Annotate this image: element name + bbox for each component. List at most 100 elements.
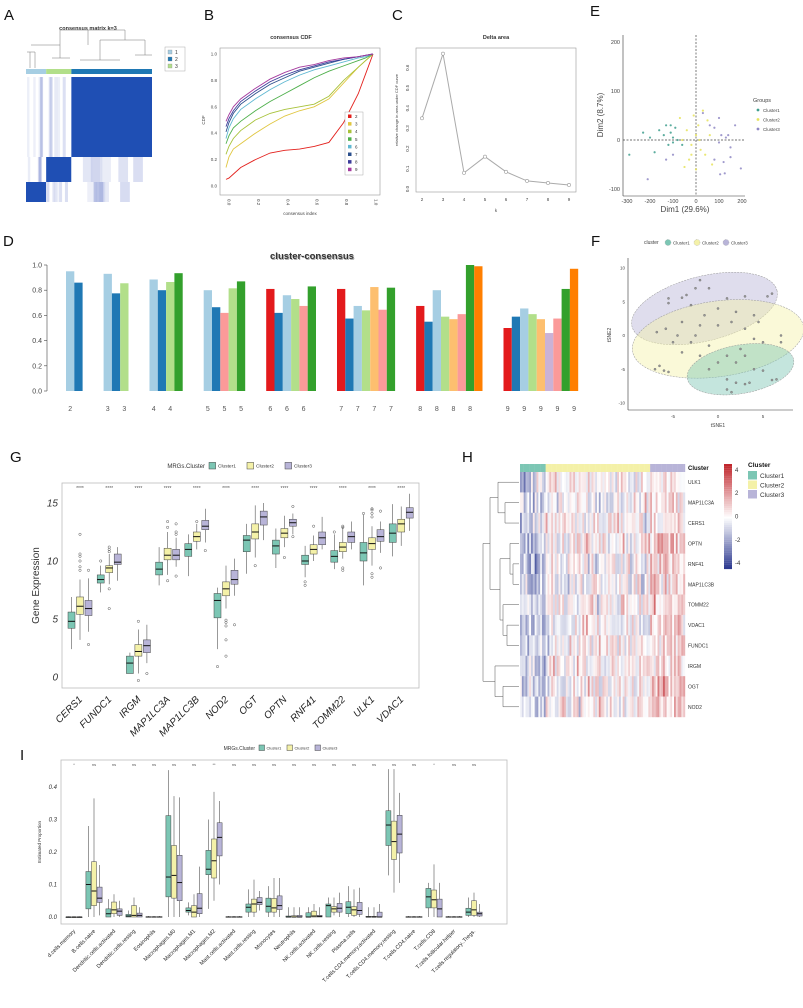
delta-area-point xyxy=(504,169,508,174)
bar-k7-cluster2 xyxy=(345,318,354,391)
heatmap-cell xyxy=(617,594,620,616)
heatmap-cell xyxy=(681,655,684,677)
heatmap-cell xyxy=(648,635,651,656)
heatmap-cell xyxy=(567,492,570,514)
heatmap-cell xyxy=(586,594,589,616)
x-tick-label: 4 xyxy=(463,197,466,202)
chart-title: consensus CDF xyxy=(270,35,312,41)
significance-label: **** xyxy=(222,486,230,492)
heatmap-cell xyxy=(521,594,524,616)
heatmap-cell xyxy=(600,472,603,493)
heatmap-cell xyxy=(571,635,574,656)
panel-label-h: H xyxy=(462,449,473,466)
heatmap-cell xyxy=(631,533,634,554)
heatmap-cell xyxy=(613,472,616,493)
row-label: FUNDC1 xyxy=(688,644,708,650)
heatmap-cell xyxy=(598,533,601,554)
x-tick-label: 5 xyxy=(222,406,226,413)
box-cluster3 xyxy=(376,529,385,542)
heatmap-cell xyxy=(679,472,682,493)
heatmap-cell xyxy=(527,676,530,697)
box-cluster2 xyxy=(76,596,84,615)
heatmap-cell xyxy=(670,655,673,677)
heatmap-cell xyxy=(573,635,576,656)
consensus-stripe xyxy=(38,157,42,182)
heatmap-cell xyxy=(622,574,625,595)
point-cluster2 xyxy=(676,334,679,337)
heatmap-cell xyxy=(628,655,631,677)
panel-label-g: G xyxy=(10,449,22,466)
cluster-annotation-cell xyxy=(589,464,592,472)
point-cluster2 xyxy=(779,340,783,344)
heatmap-cell xyxy=(633,676,636,697)
cluster-annotation-cell xyxy=(560,464,563,472)
heatmap-cell xyxy=(580,574,583,595)
colorbar-segment xyxy=(724,508,732,511)
heatmap-cell xyxy=(558,472,561,493)
heatmap-cell xyxy=(641,676,644,697)
heatmap-cell xyxy=(628,696,631,718)
heatmap-cell xyxy=(617,574,620,595)
heatmap-cell xyxy=(567,655,570,677)
significance-label: ns xyxy=(112,762,116,767)
y-tick-label: 0 xyxy=(52,673,58,684)
heatmap-cell xyxy=(657,492,660,514)
cluster-annotation-cell xyxy=(534,464,537,472)
box-cluster3 xyxy=(436,898,443,918)
cluster-annotation-2 xyxy=(71,69,152,74)
cluster-annotation-cell xyxy=(575,464,578,472)
y-tick-label: 0.4 xyxy=(405,105,410,112)
heatmap-cell xyxy=(523,533,526,554)
heatmap-cell xyxy=(644,472,647,493)
point-cluster1 xyxy=(739,347,742,351)
heatmap-cell xyxy=(666,676,669,697)
bar-k8-cluster6 xyxy=(457,314,466,391)
heatmap-cell xyxy=(542,492,545,514)
heatmap-cell xyxy=(630,655,633,677)
outlier-point xyxy=(136,619,140,623)
heatmap-cell xyxy=(657,655,660,677)
heatmap-cell xyxy=(558,574,561,595)
heatmap-cell xyxy=(626,553,629,575)
heatmap-cell xyxy=(558,635,561,656)
heatmap-cell xyxy=(670,614,673,636)
heatmap-cell xyxy=(668,676,671,697)
heatmap-cell xyxy=(523,696,526,718)
box-cluster3 xyxy=(216,822,223,857)
heatmap-cell xyxy=(598,614,601,636)
heatmap-cell xyxy=(595,533,598,554)
heatmap-cell xyxy=(542,614,545,636)
heatmap-cell xyxy=(617,676,620,697)
box-cluster1 xyxy=(325,903,332,918)
heatmap-cell xyxy=(556,635,559,656)
significance-label: **** xyxy=(105,486,113,492)
cluster-annotation-cell xyxy=(648,464,651,472)
legend-label: Cluster3 xyxy=(294,464,312,470)
heatmap-cell xyxy=(677,492,680,514)
outlier-point xyxy=(166,579,170,583)
heatmap-cell xyxy=(564,533,567,554)
heatmap-cell xyxy=(633,574,636,595)
heatmap-cell xyxy=(586,512,589,534)
heatmap-cell xyxy=(554,574,557,595)
heatmap-cell xyxy=(521,553,524,575)
bar-k9-cluster4 xyxy=(528,314,537,391)
heatmap-cell xyxy=(664,512,667,534)
heatmap-cell xyxy=(675,696,678,718)
heatmap-cell xyxy=(586,676,589,697)
heatmap-cell xyxy=(549,512,552,534)
heatmap-cell xyxy=(598,594,601,616)
heatmap-cell xyxy=(540,553,543,575)
x-tick-label: 8 xyxy=(547,197,550,202)
heatmap-cell xyxy=(595,492,598,514)
heatmap-cell xyxy=(674,676,677,697)
significance-label: ns xyxy=(372,762,376,767)
heatmap-cell xyxy=(547,472,550,493)
heatmap-cell xyxy=(560,574,563,595)
point-cluster3 xyxy=(701,111,705,115)
heatmap-cell xyxy=(587,655,590,677)
heatmap-cell xyxy=(642,696,645,718)
heatmap-cell xyxy=(652,533,655,554)
colorbar-segment xyxy=(724,495,732,498)
